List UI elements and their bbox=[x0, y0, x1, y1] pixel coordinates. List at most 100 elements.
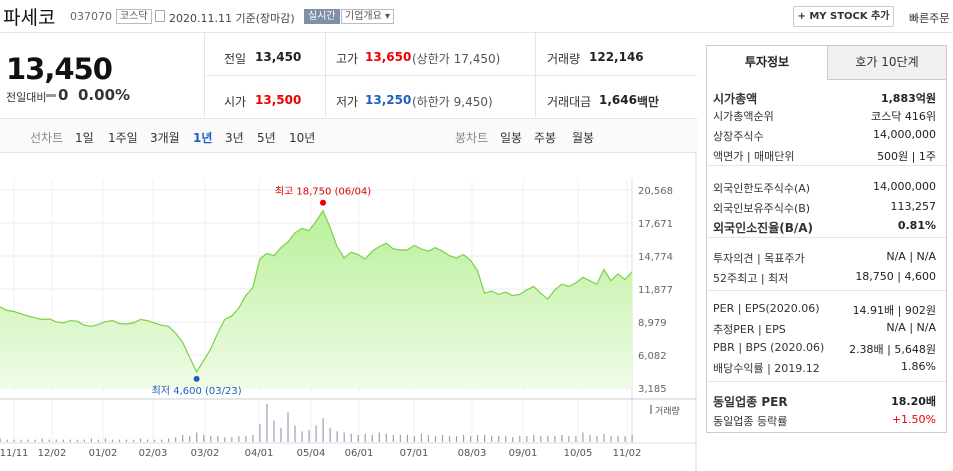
volume-bar bbox=[392, 434, 394, 442]
volume-bar bbox=[364, 433, 366, 442]
x-tick-label: 07/01 bbox=[400, 448, 429, 459]
max-marker bbox=[320, 199, 327, 206]
volume-bar bbox=[34, 439, 36, 442]
volume-bar bbox=[441, 434, 444, 442]
candle-chart-label: 봉차트 bbox=[455, 131, 489, 145]
volume-bar bbox=[69, 439, 71, 442]
realtime-badge[interactable]: 실시간 bbox=[304, 9, 340, 24]
panel-row-value: N/A | N/A bbox=[886, 321, 936, 334]
volume-bar bbox=[168, 438, 170, 442]
volume-bar bbox=[336, 431, 338, 442]
volume-bar bbox=[0, 438, 1, 442]
candle-tab[interactable]: 월봉 bbox=[572, 131, 595, 145]
volume-bar bbox=[245, 436, 247, 442]
x-tick-label: 11/02 bbox=[613, 448, 642, 459]
panel-row-label: 시가총액 bbox=[713, 92, 758, 106]
divider bbox=[707, 237, 946, 238]
price-chart[interactable]: 20,568 17,671 14,774 11,877 8,979 6,082 3,185 1… bbox=[0, 153, 697, 471]
volume-bar bbox=[231, 437, 233, 442]
tab-order-book[interactable]: 호가 10단계 bbox=[828, 46, 946, 80]
volume-bar bbox=[505, 436, 507, 442]
company-info-select[interactable]: 기업개요 ▾ bbox=[341, 9, 395, 24]
period-tab[interactable]: 1주일 bbox=[108, 131, 138, 145]
volume-value: 122,146 bbox=[589, 50, 644, 64]
x-tick-label: 09/01 bbox=[509, 448, 538, 459]
y-tick-label: 8,979 bbox=[638, 318, 667, 329]
period-tab[interactable]: 3년 bbox=[225, 131, 244, 145]
candle-tab[interactable]: 주봉 bbox=[534, 131, 557, 145]
add-mystock-button[interactable]: + MY STOCK 추가 bbox=[793, 6, 894, 27]
flat-change-icon bbox=[46, 94, 56, 97]
volume-bar bbox=[575, 436, 577, 442]
period-tab[interactable]: 5년 bbox=[257, 131, 276, 145]
panel-row-label: 52주최고 | 최저 bbox=[713, 272, 789, 285]
period-bar bbox=[0, 118, 697, 153]
volume-bar bbox=[111, 439, 114, 442]
volume-bar bbox=[329, 427, 331, 442]
y-tick-label: 17,671 bbox=[638, 219, 673, 230]
volume-label: 거래량 bbox=[547, 52, 581, 66]
volume-bar bbox=[13, 439, 15, 442]
base-date: 2020.11.11 기준(장마감) bbox=[169, 12, 295, 25]
volume-bar bbox=[203, 434, 205, 442]
high-label: 고가 bbox=[336, 52, 359, 66]
volume-bar bbox=[491, 436, 493, 442]
tab-investment-info[interactable]: 투자정보 bbox=[707, 46, 828, 80]
volume-bar bbox=[315, 425, 317, 442]
amount-value: 1,646 bbox=[599, 93, 637, 107]
volume-bar bbox=[484, 434, 486, 442]
min-label: 최저 4,600 (03/23) bbox=[152, 385, 242, 397]
panel-row-label: 시가총액순위 bbox=[713, 110, 774, 123]
volume-bar bbox=[378, 432, 380, 442]
header-bar bbox=[0, 0, 953, 33]
x-tick-label: 11/11 bbox=[0, 448, 28, 459]
volume-bar bbox=[182, 434, 184, 442]
x-tick-label: 03/02 bbox=[191, 448, 220, 459]
panel-row-label: 투자의견 | 목표주가 bbox=[713, 252, 805, 265]
period-tab[interactable]: 3개월 bbox=[150, 131, 180, 145]
volume-bar bbox=[413, 436, 416, 442]
period-tab[interactable]: 10년 bbox=[289, 131, 316, 145]
volume-bar bbox=[118, 439, 121, 442]
period-tab[interactable]: 1일 bbox=[75, 131, 94, 145]
investment-panel bbox=[706, 45, 947, 433]
volume-bar bbox=[146, 439, 149, 442]
divider bbox=[707, 381, 946, 382]
quick-order-link[interactable]: 빠른주문 bbox=[909, 12, 950, 25]
x-tick-label: 08/03 bbox=[458, 448, 487, 459]
volume-bar bbox=[189, 436, 191, 442]
volume-bar bbox=[631, 434, 633, 442]
volume-bar bbox=[357, 434, 359, 442]
panel-row-label: 외국인한도주식수(A) bbox=[713, 182, 811, 195]
volume-bar bbox=[175, 437, 177, 442]
panel-row-value: 14.91배 | 902원 bbox=[852, 304, 936, 317]
volume-bar bbox=[224, 437, 226, 442]
candle-tab[interactable]: 일봉 bbox=[500, 131, 523, 145]
volume-bar bbox=[259, 424, 261, 442]
price-area bbox=[0, 210, 632, 388]
volume-bar bbox=[76, 439, 78, 442]
volume-bar bbox=[27, 439, 29, 442]
panel-row-value: 1,883억원 bbox=[880, 92, 936, 105]
volume-bar bbox=[498, 436, 500, 442]
volume-bar bbox=[603, 433, 605, 442]
volume-bar bbox=[153, 439, 156, 442]
panel-row-value: 18,750 | 4,600 bbox=[855, 270, 936, 283]
x-tick-label: 12/02 bbox=[38, 448, 67, 459]
line-chart-label: 선차트 bbox=[30, 131, 64, 145]
amount-label: 거래대금 bbox=[547, 95, 592, 109]
panel-row-label: 상장주식수 bbox=[713, 130, 764, 143]
volume-bar bbox=[540, 436, 542, 442]
period-tab[interactable]: 1년 bbox=[193, 131, 213, 145]
panel-row-label: 동일업종 PER bbox=[713, 395, 788, 409]
company-info-label: 기업개요 bbox=[345, 11, 382, 22]
volume-bar bbox=[582, 432, 584, 442]
panel-row-label: 동일업종 등락률 bbox=[713, 415, 788, 428]
y-tick-label: 11,877 bbox=[638, 285, 673, 296]
volume-bar bbox=[294, 425, 296, 442]
current-price: 13,450 bbox=[6, 52, 113, 86]
y-tick-label: 6,082 bbox=[638, 351, 667, 362]
volume-bar bbox=[55, 439, 57, 442]
panel-row-label: PBR | BPS (2020.06) bbox=[713, 341, 825, 354]
price-summary bbox=[0, 33, 205, 117]
